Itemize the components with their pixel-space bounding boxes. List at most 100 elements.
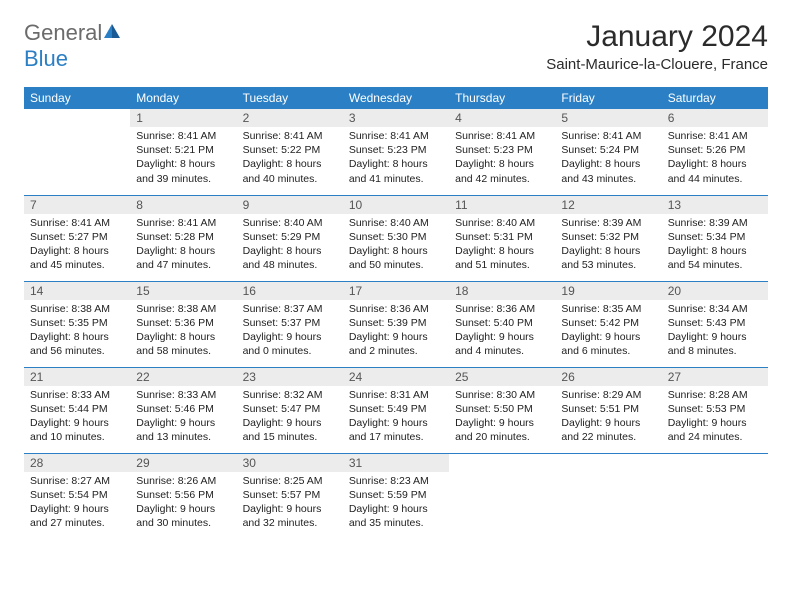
day-info: Sunrise: 8:39 AMSunset: 5:34 PMDaylight:… <box>662 214 768 277</box>
calendar-cell: 20Sunrise: 8:34 AMSunset: 5:43 PMDayligh… <box>662 281 768 367</box>
calendar-cell: 29Sunrise: 8:26 AMSunset: 5:56 PMDayligh… <box>130 453 236 539</box>
calendar-table: SundayMondayTuesdayWednesdayThursdayFrid… <box>24 87 768 539</box>
calendar-cell <box>24 109 130 195</box>
calendar-cell: 15Sunrise: 8:38 AMSunset: 5:36 PMDayligh… <box>130 281 236 367</box>
day-info: Sunrise: 8:25 AMSunset: 5:57 PMDaylight:… <box>237 472 343 535</box>
calendar-cell: 25Sunrise: 8:30 AMSunset: 5:50 PMDayligh… <box>449 367 555 453</box>
calendar-cell: 14Sunrise: 8:38 AMSunset: 5:35 PMDayligh… <box>24 281 130 367</box>
day-number: 22 <box>130 368 236 386</box>
day-number: 25 <box>449 368 555 386</box>
calendar-cell: 16Sunrise: 8:37 AMSunset: 5:37 PMDayligh… <box>237 281 343 367</box>
calendar-cell: 6Sunrise: 8:41 AMSunset: 5:26 PMDaylight… <box>662 109 768 195</box>
day-number-empty <box>555 454 661 472</box>
day-info: Sunrise: 8:32 AMSunset: 5:47 PMDaylight:… <box>237 386 343 449</box>
calendar-body: 1Sunrise: 8:41 AMSunset: 5:21 PMDaylight… <box>24 109 768 539</box>
day-info: Sunrise: 8:33 AMSunset: 5:44 PMDaylight:… <box>24 386 130 449</box>
calendar-cell: 27Sunrise: 8:28 AMSunset: 5:53 PMDayligh… <box>662 367 768 453</box>
day-info: Sunrise: 8:41 AMSunset: 5:23 PMDaylight:… <box>449 127 555 190</box>
day-info: Sunrise: 8:28 AMSunset: 5:53 PMDaylight:… <box>662 386 768 449</box>
day-number: 31 <box>343 454 449 472</box>
calendar-cell: 21Sunrise: 8:33 AMSunset: 5:44 PMDayligh… <box>24 367 130 453</box>
day-number: 7 <box>24 196 130 214</box>
day-number: 2 <box>237 109 343 127</box>
calendar-cell: 28Sunrise: 8:27 AMSunset: 5:54 PMDayligh… <box>24 453 130 539</box>
day-number: 23 <box>237 368 343 386</box>
calendar-cell <box>662 453 768 539</box>
day-info: Sunrise: 8:40 AMSunset: 5:29 PMDaylight:… <box>237 214 343 277</box>
month-title: January 2024 <box>546 20 768 54</box>
day-info: Sunrise: 8:41 AMSunset: 5:22 PMDaylight:… <box>237 127 343 190</box>
calendar-page: GeneralBlue January 2024 Saint-Maurice-l… <box>0 0 792 559</box>
day-number: 6 <box>662 109 768 127</box>
day-number: 5 <box>555 109 661 127</box>
weekday-header: Saturday <box>662 87 768 109</box>
calendar-cell: 22Sunrise: 8:33 AMSunset: 5:46 PMDayligh… <box>130 367 236 453</box>
calendar-cell: 10Sunrise: 8:40 AMSunset: 5:30 PMDayligh… <box>343 195 449 281</box>
day-number: 28 <box>24 454 130 472</box>
day-info: Sunrise: 8:38 AMSunset: 5:35 PMDaylight:… <box>24 300 130 363</box>
calendar-week-row: 1Sunrise: 8:41 AMSunset: 5:21 PMDaylight… <box>24 109 768 195</box>
day-number: 27 <box>662 368 768 386</box>
day-info: Sunrise: 8:36 AMSunset: 5:39 PMDaylight:… <box>343 300 449 363</box>
weekday-header: Friday <box>555 87 661 109</box>
calendar-cell: 7Sunrise: 8:41 AMSunset: 5:27 PMDaylight… <box>24 195 130 281</box>
weekday-header: Sunday <box>24 87 130 109</box>
day-info: Sunrise: 8:41 AMSunset: 5:21 PMDaylight:… <box>130 127 236 190</box>
day-number: 13 <box>662 196 768 214</box>
day-number: 21 <box>24 368 130 386</box>
day-number: 19 <box>555 282 661 300</box>
day-info: Sunrise: 8:41 AMSunset: 5:27 PMDaylight:… <box>24 214 130 277</box>
day-number: 4 <box>449 109 555 127</box>
weekday-header: Thursday <box>449 87 555 109</box>
day-number: 14 <box>24 282 130 300</box>
day-info: Sunrise: 8:41 AMSunset: 5:24 PMDaylight:… <box>555 127 661 190</box>
calendar-cell: 19Sunrise: 8:35 AMSunset: 5:42 PMDayligh… <box>555 281 661 367</box>
day-number: 15 <box>130 282 236 300</box>
calendar-cell: 2Sunrise: 8:41 AMSunset: 5:22 PMDaylight… <box>237 109 343 195</box>
day-info: Sunrise: 8:41 AMSunset: 5:28 PMDaylight:… <box>130 214 236 277</box>
calendar-week-row: 7Sunrise: 8:41 AMSunset: 5:27 PMDaylight… <box>24 195 768 281</box>
calendar-cell <box>555 453 661 539</box>
day-number: 16 <box>237 282 343 300</box>
title-block: January 2024 Saint-Maurice-la-Clouere, F… <box>546 20 768 73</box>
weekday-header: Monday <box>130 87 236 109</box>
logo-icon <box>102 20 122 46</box>
header: GeneralBlue January 2024 Saint-Maurice-l… <box>24 20 768 73</box>
calendar-cell: 13Sunrise: 8:39 AMSunset: 5:34 PMDayligh… <box>662 195 768 281</box>
day-info: Sunrise: 8:41 AMSunset: 5:23 PMDaylight:… <box>343 127 449 190</box>
calendar-cell: 31Sunrise: 8:23 AMSunset: 5:59 PMDayligh… <box>343 453 449 539</box>
calendar-cell: 1Sunrise: 8:41 AMSunset: 5:21 PMDaylight… <box>130 109 236 195</box>
day-info: Sunrise: 8:33 AMSunset: 5:46 PMDaylight:… <box>130 386 236 449</box>
calendar-cell <box>449 453 555 539</box>
day-info: Sunrise: 8:35 AMSunset: 5:42 PMDaylight:… <box>555 300 661 363</box>
day-number: 30 <box>237 454 343 472</box>
calendar-cell: 11Sunrise: 8:40 AMSunset: 5:31 PMDayligh… <box>449 195 555 281</box>
day-info: Sunrise: 8:29 AMSunset: 5:51 PMDaylight:… <box>555 386 661 449</box>
day-info: Sunrise: 8:40 AMSunset: 5:30 PMDaylight:… <box>343 214 449 277</box>
day-number-empty <box>24 109 130 127</box>
calendar-cell: 3Sunrise: 8:41 AMSunset: 5:23 PMDaylight… <box>343 109 449 195</box>
calendar-week-row: 14Sunrise: 8:38 AMSunset: 5:35 PMDayligh… <box>24 281 768 367</box>
weekday-header: Tuesday <box>237 87 343 109</box>
day-number: 3 <box>343 109 449 127</box>
calendar-week-row: 28Sunrise: 8:27 AMSunset: 5:54 PMDayligh… <box>24 453 768 539</box>
day-info: Sunrise: 8:41 AMSunset: 5:26 PMDaylight:… <box>662 127 768 190</box>
day-number: 24 <box>343 368 449 386</box>
day-number: 18 <box>449 282 555 300</box>
calendar-cell: 5Sunrise: 8:41 AMSunset: 5:24 PMDaylight… <box>555 109 661 195</box>
calendar-cell: 24Sunrise: 8:31 AMSunset: 5:49 PMDayligh… <box>343 367 449 453</box>
day-info: Sunrise: 8:31 AMSunset: 5:49 PMDaylight:… <box>343 386 449 449</box>
day-number: 12 <box>555 196 661 214</box>
day-info: Sunrise: 8:38 AMSunset: 5:36 PMDaylight:… <box>130 300 236 363</box>
calendar-cell: 30Sunrise: 8:25 AMSunset: 5:57 PMDayligh… <box>237 453 343 539</box>
day-number: 9 <box>237 196 343 214</box>
calendar-cell: 18Sunrise: 8:36 AMSunset: 5:40 PMDayligh… <box>449 281 555 367</box>
day-number: 8 <box>130 196 236 214</box>
day-info: Sunrise: 8:40 AMSunset: 5:31 PMDaylight:… <box>449 214 555 277</box>
day-number: 10 <box>343 196 449 214</box>
calendar-cell: 12Sunrise: 8:39 AMSunset: 5:32 PMDayligh… <box>555 195 661 281</box>
day-info: Sunrise: 8:39 AMSunset: 5:32 PMDaylight:… <box>555 214 661 277</box>
calendar-cell: 9Sunrise: 8:40 AMSunset: 5:29 PMDaylight… <box>237 195 343 281</box>
day-number: 20 <box>662 282 768 300</box>
calendar-cell: 23Sunrise: 8:32 AMSunset: 5:47 PMDayligh… <box>237 367 343 453</box>
